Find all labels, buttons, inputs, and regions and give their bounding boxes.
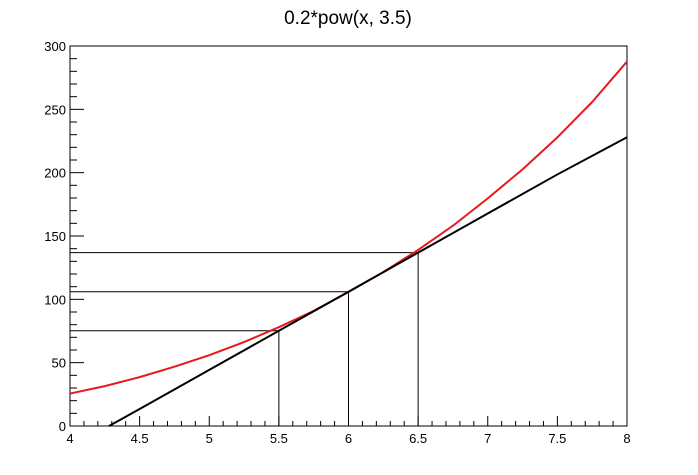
y-tick-label: 250: [44, 102, 66, 117]
series-group: [69, 60, 628, 427]
annotation-guides: [70, 252, 419, 426]
y-tick-label: 50: [52, 356, 66, 371]
y-tick-label: 0: [59, 419, 66, 434]
y-tick-label: 200: [44, 166, 66, 181]
x-tick-label: 5: [206, 431, 213, 446]
x-axis: 4 4.5 5 5.5 6 6.5 7 7.5 8: [66, 416, 631, 446]
x-tick-label: 4.5: [131, 431, 149, 446]
series-line-2: [108, 136, 628, 427]
x-tick-label: 5.5: [270, 431, 288, 446]
y-axis: 0 50 100 150 200 250 300: [44, 39, 84, 434]
x-tick-label: 8: [623, 431, 630, 446]
chart-title: 0.2*pow(x, 3.5): [284, 8, 412, 29]
x-tick-label: 7: [484, 431, 491, 446]
y-tick-label: 100: [44, 292, 66, 307]
x-tick-label: 6: [345, 431, 352, 446]
x-tick-label: 4: [66, 431, 73, 446]
y-tick-label: 300: [44, 39, 66, 54]
x-tick-label: 6.5: [409, 431, 427, 446]
x-tick-label: 7.5: [548, 431, 566, 446]
y-tick-label: 150: [44, 229, 66, 244]
